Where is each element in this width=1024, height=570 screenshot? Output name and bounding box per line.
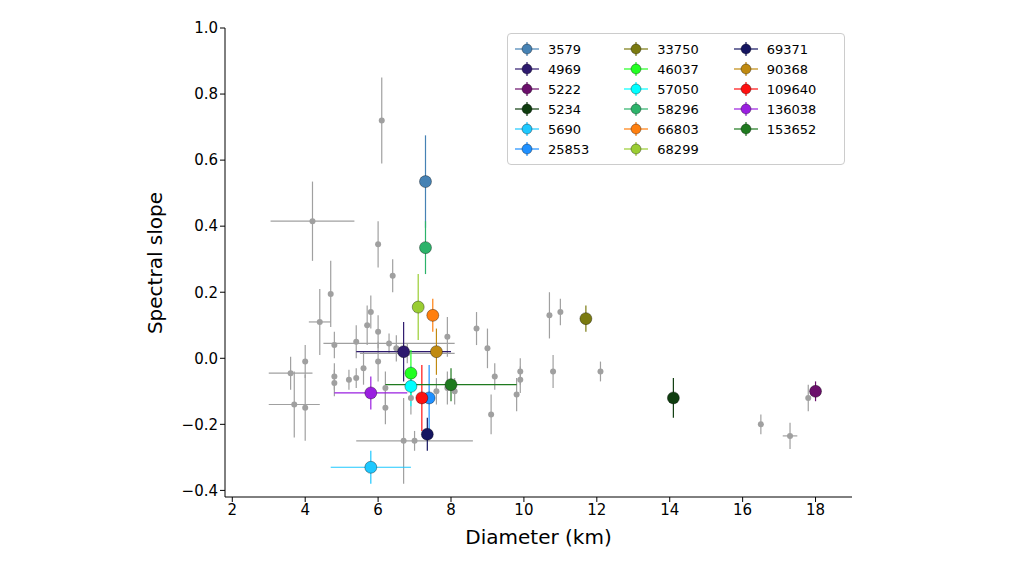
html-text:57050: 57050	[657, 81, 699, 97]
html-text:109640: 109640	[766, 81, 817, 97]
html-text:3579: 3579	[548, 41, 582, 57]
svg-text:0.4: 0.4	[194, 217, 218, 235]
html-text:90368: 90368	[766, 61, 808, 77]
html-text:5222: 5222	[548, 81, 582, 97]
html-text:Diameter (km): Diameter (km)	[465, 525, 612, 549]
svg-text:6: 6	[373, 501, 383, 519]
html-text:68299: 68299	[657, 141, 699, 157]
svg-text:8: 8	[446, 501, 456, 519]
html-text:46037: 46037	[657, 61, 699, 77]
svg-text:0.8: 0.8	[194, 85, 218, 103]
svg-text:−0.2: −0.2	[182, 416, 218, 434]
html-text:153652: 153652	[766, 121, 817, 137]
html-text:4969: 4969	[548, 61, 582, 77]
html-text:66803: 66803	[657, 121, 699, 137]
svg-text:2: 2	[228, 501, 238, 519]
svg-text:14: 14	[660, 501, 679, 519]
svg-text:−0.4: −0.4	[182, 482, 218, 500]
svg-text:12: 12	[587, 501, 606, 519]
svg-text:0.0: 0.0	[194, 350, 218, 368]
svg-text:18: 18	[806, 501, 825, 519]
html-text:5234: 5234	[548, 101, 582, 117]
html-text:5690: 5690	[548, 121, 582, 137]
html-text:25853: 25853	[548, 141, 590, 157]
html-text:33750: 33750	[657, 41, 699, 57]
svg-text:0.6: 0.6	[194, 151, 218, 169]
html-text:Spectral slope: Spectral slope	[143, 191, 167, 334]
svg-text:4: 4	[300, 501, 310, 519]
html-text:69371: 69371	[766, 41, 808, 57]
svg-text:1.0: 1.0	[194, 19, 218, 37]
html-text:136038: 136038	[766, 101, 817, 117]
html-text:58296: 58296	[657, 101, 699, 117]
svg-text:10: 10	[514, 501, 533, 519]
svg-text:16: 16	[733, 501, 752, 519]
svg-text:0.2: 0.2	[194, 284, 218, 302]
